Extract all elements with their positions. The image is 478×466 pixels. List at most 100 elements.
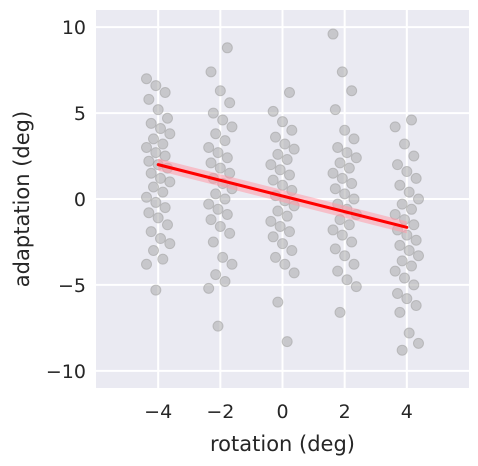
data-point [150,196,162,208]
data-point [412,193,424,205]
data-point [272,148,284,160]
data-point [205,157,217,169]
data-point [267,105,279,117]
data-point [277,116,288,128]
data-point [212,203,224,215]
data-point [145,117,157,129]
x-tick-label: 0 [276,401,288,423]
data-point [267,231,279,243]
data-point [161,219,173,231]
data-point [339,124,351,136]
data-point [396,255,408,267]
data-point [401,293,413,305]
data-point [394,306,406,318]
data-point [341,274,353,286]
x-tick-label: −2 [206,401,234,423]
data-point [346,178,358,190]
data-point [207,236,219,248]
data-point [336,172,348,184]
data-point [339,250,351,262]
data-point [283,169,295,181]
data-point [141,191,153,203]
data-point [205,66,217,78]
data-point [327,167,339,179]
data-point [159,86,171,98]
y-tick-label: 0 [74,189,86,211]
data-point [329,243,341,255]
data-point [214,162,226,174]
data-point [283,86,295,98]
data-point [207,107,219,119]
data-point [286,124,298,136]
data-point [279,138,291,150]
data-point [392,288,404,299]
data-point [210,269,222,281]
data-point [408,219,420,231]
regression-line [156,163,409,229]
data-point [329,104,341,116]
data-point [399,138,411,150]
data-point [145,167,157,179]
data-point [274,220,286,232]
data-point [270,251,282,263]
data-point [348,133,360,145]
data-point [332,141,344,153]
data-point [408,150,420,162]
data-point [267,174,279,186]
data-point [277,179,288,191]
data-point [152,104,164,116]
data-point [288,267,300,279]
y-tick-label: −5 [58,275,86,297]
data-point [154,172,166,184]
y-axis-label: adaptation (deg) [10,111,34,287]
data-point [270,131,282,143]
data-point [279,258,291,270]
data-point [410,300,422,312]
data-point [394,239,406,251]
data-point [412,337,424,349]
data-point [272,205,284,217]
data-point [332,265,344,277]
data-point [210,128,222,140]
data-point [141,258,153,270]
data-point [281,336,293,348]
data-point [219,135,231,147]
regression-fit [156,158,409,234]
data-point [141,73,153,85]
x-tick-label: −4 [144,401,172,423]
data-point [389,265,401,277]
y-tick-label: 5 [74,103,86,125]
data-point [203,282,215,294]
data-point [334,306,346,318]
data-point [336,66,348,78]
data-point [214,220,226,232]
data-point [327,28,339,40]
data-point [405,260,417,272]
data-point [214,85,226,97]
data-point [334,157,346,169]
data-point [281,210,293,222]
data-point [286,245,298,257]
x-tick-label: 2 [339,401,351,423]
data-point [164,238,176,250]
data-point [161,112,173,124]
data-point [217,114,229,126]
data-point [350,152,362,164]
data-point [339,188,351,200]
data-point [148,133,160,145]
data-point [141,141,153,153]
y-tick-label: −10 [46,361,86,383]
data-point [405,203,417,215]
x-tick-labels: −4 −2 0 2 4 [144,401,413,423]
data-point [408,279,420,291]
data-point [219,275,231,287]
data-point [217,251,229,263]
data-point [348,193,360,205]
data-point [150,147,162,159]
data-point [164,128,176,140]
data-point [143,207,155,219]
data-point [148,181,160,193]
data-point [203,141,215,153]
